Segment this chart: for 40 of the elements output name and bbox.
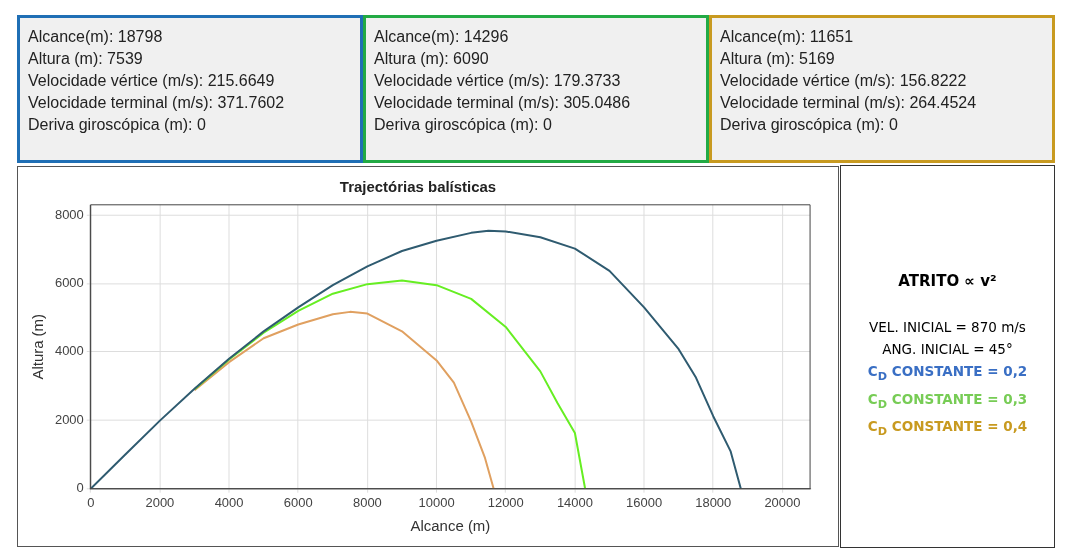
text: Deriva giroscópica (m): 0 (28, 116, 206, 133)
x-tick-label: 16000 (626, 495, 663, 510)
x-tick-label: 14000 (556, 495, 593, 510)
x-tick-label: 10000 (418, 495, 455, 510)
text: C$_{D}$ CONSTANTE = 0,3 (866, 389, 1029, 413)
text: Deriva giroscópica (m): 0 (720, 116, 898, 133)
y-tick-label: 2000 (54, 411, 84, 427)
x-tick-label: 18000 (695, 495, 732, 510)
text: Alcance(m): 14296 (374, 28, 509, 45)
y-axis-title: Altura (m) (29, 314, 47, 380)
x-tick-label: 6000 (283, 495, 313, 510)
text: Velocidade terminal (m/s): 371.7602 (28, 94, 285, 111)
x-axis-title: Alcance (m) (410, 517, 491, 535)
text: Altura (m): 7539 (28, 50, 143, 67)
x-tick-label: 20000 (764, 495, 801, 510)
text: Velocidade terminal (m/s): 264.4524 (720, 94, 977, 111)
chart-title: Trajectórias balísticas (339, 178, 497, 195)
text: VEL. INICIAL = 870 m/s (868, 317, 1027, 337)
text: C$_{D}$ CONSTANTE = 0,2 (866, 361, 1029, 385)
x-tick-label: 12000 (487, 495, 524, 510)
text: Alcance(m): 18798 (28, 28, 163, 45)
y-tick-label: 0 (76, 480, 84, 496)
text: ATRITO ∝ v² (897, 270, 998, 292)
text: Velocidade terminal (m/s): 305.0486 (374, 94, 631, 111)
x-tick-label: 8000 (353, 495, 382, 510)
text: Altura (m): 6090 (374, 50, 489, 67)
text: Velocidade vértice (m/s): 179.3733 (374, 72, 621, 89)
y-tick-label: 6000 (54, 275, 84, 291)
text: ANG. INICIAL = 45° (881, 339, 1014, 359)
text: Deriva giroscópica (m): 0 (374, 116, 552, 133)
text: Velocidade vértice (m/s): 215.6649 (28, 72, 275, 89)
x-tick-label: 4000 (214, 495, 244, 510)
x-tick-label: 0 (87, 495, 95, 510)
text: Velocidade vértice (m/s): 156.8222 (720, 72, 967, 89)
y-tick-label: 4000 (54, 343, 84, 359)
text: Alcance(m): 11651 (720, 28, 854, 45)
x-tick-label: 2000 (145, 495, 175, 510)
text: Altura (m): 5169 (720, 50, 835, 67)
text: C$_{D}$ CONSTANTE = 0,4 (866, 417, 1029, 441)
y-tick-label: 8000 (54, 206, 84, 222)
